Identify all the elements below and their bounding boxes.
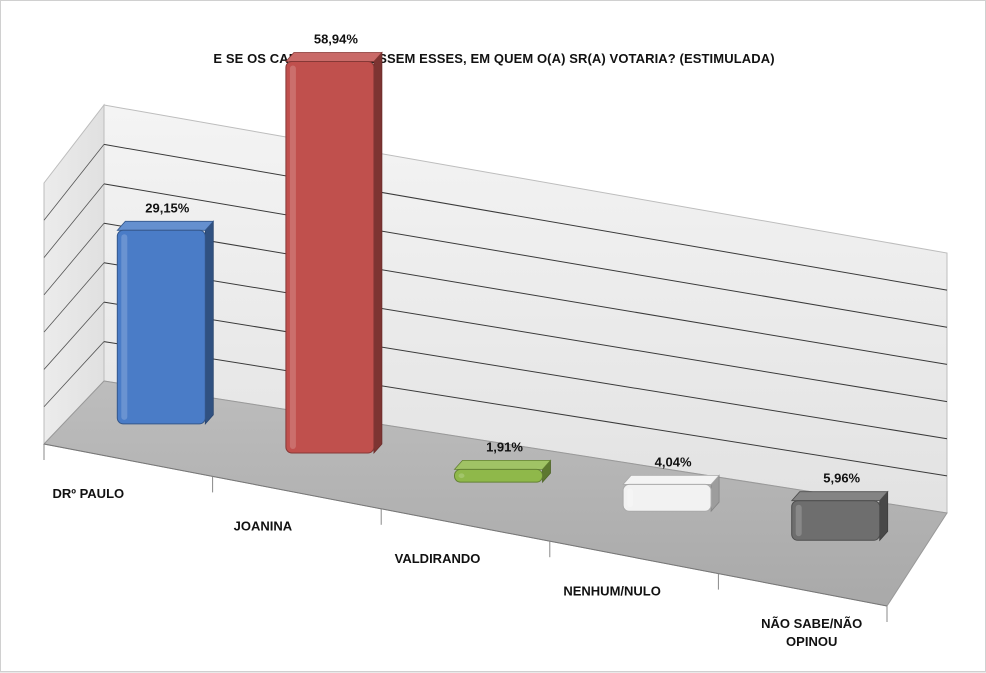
- bar-side: [373, 51, 383, 455]
- gridline: [103, 341, 948, 477]
- bar-top: [453, 459, 552, 470]
- category-label: NENHUM/NULO: [563, 583, 661, 598]
- bar-highlight: [121, 234, 128, 420]
- bar: [791, 500, 881, 541]
- gridline: [103, 143, 948, 291]
- category-label: NÃO SABE/NÃO: [761, 616, 862, 631]
- gridline-side: [43, 183, 105, 258]
- bar-side: [204, 220, 214, 425]
- category-label: JOANINA: [234, 519, 293, 534]
- bar: [285, 60, 375, 454]
- bar-top: [622, 474, 720, 485]
- value-label: 58,94%: [314, 31, 359, 46]
- gridline-side: [43, 223, 105, 296]
- gridline: [103, 183, 948, 328]
- value-label: 5,96%: [823, 471, 860, 486]
- bar: [454, 468, 543, 483]
- gridline: [103, 262, 948, 403]
- value-label: 1,91%: [486, 439, 523, 454]
- gridline-side: [43, 262, 105, 333]
- gridline-side: [43, 341, 105, 407]
- bar-highlight: [458, 473, 465, 479]
- bar-highlight: [627, 488, 634, 508]
- gridline: [103, 301, 948, 440]
- bar-top: [116, 220, 215, 231]
- bar-highlight: [795, 504, 802, 537]
- value-label: 4,04%: [655, 454, 692, 469]
- bar: [622, 483, 712, 512]
- category-label: DRº PAULO: [52, 486, 124, 501]
- category-label: OPINOU: [786, 634, 837, 649]
- gridline-side: [43, 144, 105, 221]
- x-axis-line: [43, 443, 888, 607]
- gridline: [103, 222, 948, 365]
- value-label: 29,15%: [145, 200, 190, 215]
- bar-highlight: [289, 65, 296, 449]
- bar-top: [790, 491, 889, 502]
- category-label: VALDIRANDO: [395, 551, 481, 566]
- bar: [116, 229, 206, 425]
- bar-top: [285, 52, 383, 62]
- gridline-side: [43, 301, 105, 370]
